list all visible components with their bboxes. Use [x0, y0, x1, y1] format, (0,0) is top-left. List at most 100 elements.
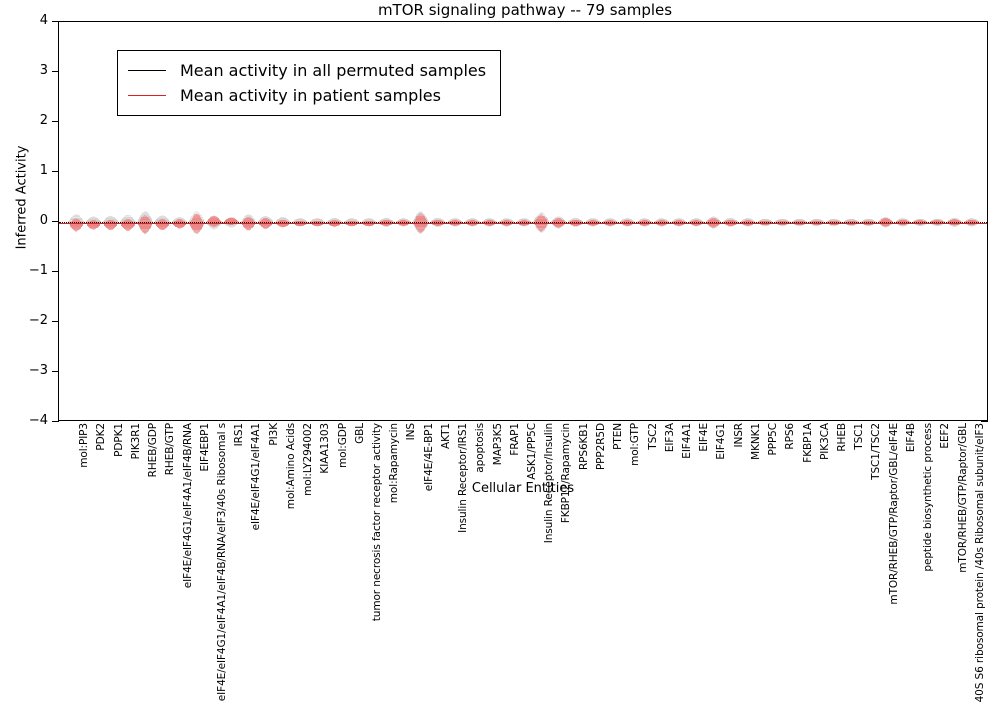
violin-slice [333, 220, 336, 221]
violin-slice [468, 224, 476, 226]
violin-slice [331, 225, 339, 227]
violin-slice [691, 219, 701, 221]
violin-slice [415, 219, 427, 221]
violin-slice [537, 227, 546, 229]
y-tick-label: 1 [39, 163, 48, 178]
violin-slice [74, 229, 78, 231]
violin-slice [245, 217, 252, 219]
violin-slice [211, 227, 217, 229]
violin-slice [534, 223, 549, 226]
violin-slice [605, 224, 615, 226]
violin-slice [884, 226, 888, 228]
violin-slice [261, 225, 270, 227]
violin-slice [279, 225, 286, 227]
violin-slice [348, 224, 355, 226]
violin-slice [554, 217, 563, 219]
violin-slice [398, 224, 409, 226]
violin-slice [453, 225, 457, 227]
violin-slice [778, 219, 787, 221]
violin-slice [502, 219, 511, 221]
violin-slice [554, 224, 563, 226]
violin-slice [798, 224, 801, 226]
violin-slice [74, 214, 78, 216]
violin-body [104, 219, 118, 231]
violin-slice [746, 218, 750, 219]
violin-slice [467, 224, 478, 226]
violin-slice [794, 223, 805, 225]
violin-slice [916, 219, 924, 221]
violin-slice [745, 225, 751, 227]
violin-slice [244, 227, 253, 229]
violin-slice [73, 229, 80, 231]
violin-slice [572, 218, 580, 220]
violin-slice [746, 224, 750, 226]
violin-slice [140, 229, 150, 231]
violin-slice [383, 224, 390, 226]
violin-slice [121, 224, 135, 226]
violin-slice [261, 217, 270, 219]
violin-slice [848, 223, 855, 225]
violin-slice [208, 218, 220, 221]
x-tick-label: EIF3A [663, 423, 676, 453]
violin-slice [709, 217, 718, 219]
violin-slice [417, 228, 425, 230]
violin-slice [177, 219, 182, 221]
violin-slice [384, 226, 388, 228]
violin-slice [259, 223, 272, 225]
violin-slice [557, 226, 560, 228]
violin-slice [123, 217, 133, 219]
violin-slice [901, 219, 905, 221]
violin-slice [487, 220, 492, 222]
violin-slice [724, 219, 737, 221]
violin-slice [413, 224, 428, 226]
violin-slice [363, 220, 375, 222]
violin-slice [468, 224, 476, 225]
violin-slice [381, 224, 391, 226]
violin-slice [176, 226, 184, 228]
violin-slice [554, 217, 562, 219]
violin-slice [190, 224, 204, 226]
violin-slice [140, 214, 150, 216]
violin-slice [897, 219, 909, 221]
violin-slice [553, 218, 564, 220]
violin-slice [244, 218, 253, 221]
violin-slice [708, 225, 719, 227]
violin-slice [415, 228, 426, 230]
violin-slice [400, 225, 407, 227]
violin-slice [656, 219, 668, 221]
violin-slice [694, 225, 698, 227]
violin-slice [261, 226, 270, 228]
violin-slice [691, 219, 702, 221]
violin-slice [104, 219, 118, 221]
violin-slice [502, 224, 511, 226]
violin-slice [74, 230, 78, 232]
violin-slice [950, 218, 959, 220]
violin-slice [725, 219, 736, 221]
violin-slice [536, 218, 547, 220]
violin-slice [488, 220, 491, 221]
violin-slice [606, 218, 614, 220]
x-tick-label: PIK3CA [818, 423, 831, 460]
violin-slice [587, 219, 599, 221]
violin-slice [660, 220, 663, 221]
violin-slice [725, 224, 736, 226]
violin-slice [762, 224, 768, 226]
violin-slice [364, 224, 374, 226]
violin-slice [535, 219, 547, 221]
violin-slice [952, 219, 957, 221]
violin-slice [450, 224, 460, 226]
violin-slice [126, 229, 130, 232]
x-axis-label: Cellular Entities [471, 481, 575, 496]
violin-slice [244, 227, 252, 230]
violin-slice [71, 227, 81, 229]
violin-slice [416, 229, 425, 231]
violin-slice [811, 223, 822, 225]
violin-slice [384, 219, 388, 221]
violin-slice [574, 219, 577, 221]
violin-slice [212, 215, 216, 217]
x-tick-label: INS [405, 423, 418, 441]
violin-slice [143, 215, 147, 217]
violin-slice [104, 224, 117, 226]
violin-slice [470, 220, 475, 222]
violin-slice [468, 218, 476, 220]
